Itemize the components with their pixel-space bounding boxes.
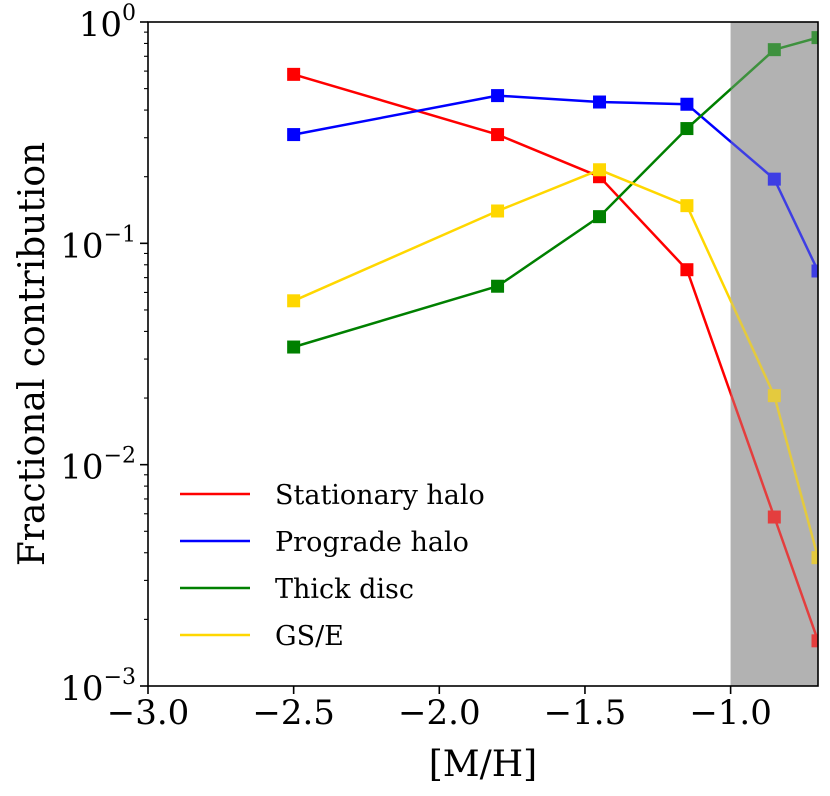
- y-tick-label-1: 10−1: [60, 222, 136, 266]
- series-marker-3-0: [287, 294, 301, 308]
- series-marker-2-0: [287, 340, 301, 354]
- shaded-overlay: [730, 22, 818, 686]
- legend-label-2: Thick disc: [275, 574, 414, 605]
- series-marker-0-4: [767, 510, 781, 524]
- series-line-3: [293, 168, 818, 559]
- series-marker-2-1: [491, 279, 505, 293]
- series-marker-0-5: [811, 634, 818, 648]
- series-marker-3-4: [767, 389, 781, 403]
- series-line-2: [293, 36, 818, 349]
- series-line-1: [293, 94, 818, 272]
- series-marker-0-0: [287, 67, 301, 81]
- shaded-region: [730, 22, 818, 686]
- series-marker-2-2: [593, 210, 607, 224]
- series-marker-1-0: [287, 128, 301, 142]
- series-marker-1-2: [593, 95, 607, 109]
- series-marker-2-5: [811, 31, 818, 45]
- plot-frame: [147, 21, 819, 687]
- legend-label-3: GS/E: [275, 621, 344, 652]
- y-tick-label-0: 100: [79, 1, 136, 45]
- series-marker-3-3: [680, 199, 694, 213]
- series-line-0: [293, 73, 818, 642]
- x-tick-label-1: −2.5: [252, 693, 335, 733]
- legend: Stationary halo Prograde halo Thick disc GS…: [180, 480, 485, 652]
- series-marker-3-2: [593, 163, 607, 177]
- series-marker-2-3: [680, 122, 694, 136]
- series-marker-3-1: [491, 204, 505, 218]
- x-tick-label-3: −1.5: [544, 693, 627, 733]
- series-marker-1-1: [491, 89, 505, 103]
- series-marker-2-4: [767, 43, 781, 57]
- x-axis: −3.0 −2.5 −2.0 −1.5 −1.0: [107, 686, 772, 733]
- x-tick-label-0: −3.0: [107, 693, 190, 733]
- y-tick-label-2: 10−2: [60, 444, 136, 488]
- series-marker-0-3: [680, 263, 694, 277]
- legend-label-1: Prograde halo: [275, 527, 469, 558]
- y-axis-label: Fractional contribution: [12, 142, 53, 566]
- x-axis-label: [M/H]: [429, 744, 537, 785]
- x-tick-label-4: −1.0: [689, 693, 772, 733]
- y-axis: 100 10−1 10−2 10−3: [60, 1, 148, 709]
- series-marker-3-5: [811, 551, 818, 565]
- legend-label-0: Stationary halo: [275, 480, 485, 511]
- series-marker-0-1: [491, 128, 505, 142]
- y-tick-label-3: 10−3: [60, 665, 136, 709]
- x-tick-label-2: −2.0: [398, 693, 481, 733]
- series-marker-1-4: [767, 172, 781, 186]
- series-marker-1-3: [680, 97, 694, 111]
- series-marker-1-5: [811, 264, 818, 278]
- series-layer: [287, 22, 818, 686]
- plot-background: [148, 22, 818, 686]
